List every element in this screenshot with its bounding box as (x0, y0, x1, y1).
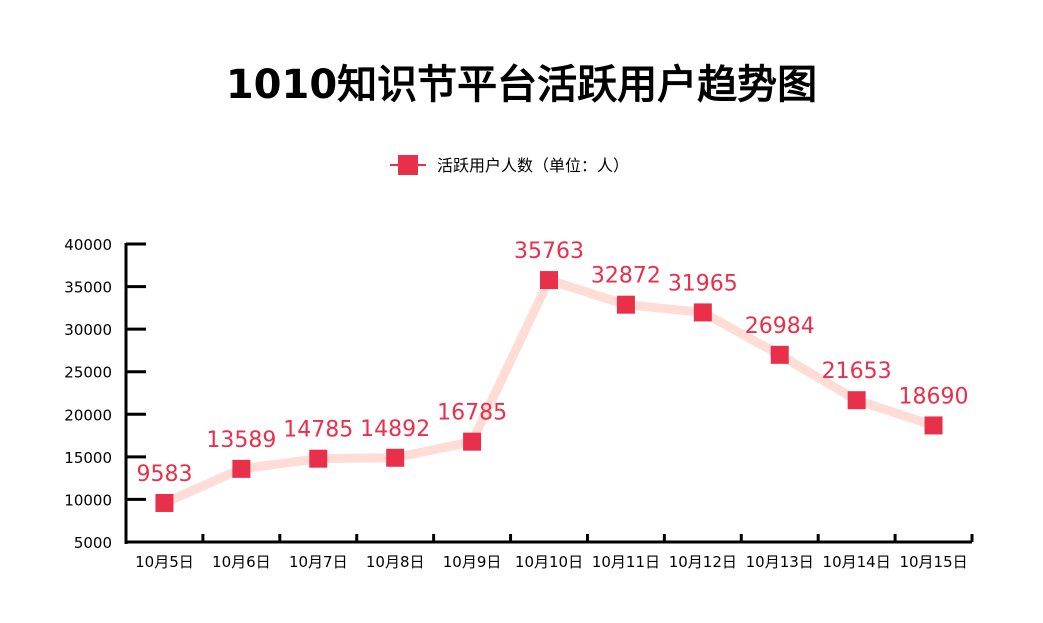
data-point (770, 345, 789, 364)
data-point (232, 459, 251, 478)
x-tick-label: 10月11日 (592, 553, 660, 571)
data-point (924, 416, 943, 435)
data-label: 9583 (136, 462, 192, 487)
y-tick-label: 15000 (64, 449, 112, 467)
y-tick-label: 25000 (64, 364, 112, 382)
x-tick-label: 10月9日 (443, 553, 502, 571)
data-label: 35763 (514, 239, 584, 264)
data-label: 14892 (360, 417, 430, 442)
data-point (693, 303, 712, 322)
legend-label: 活跃用户人数（单位：人） (437, 156, 629, 175)
data-label: 16785 (437, 401, 507, 426)
data-point (463, 432, 482, 451)
data-label: 14785 (283, 418, 353, 443)
data-point (155, 493, 174, 512)
y-tick-label: 35000 (64, 279, 112, 297)
data-point (386, 448, 405, 467)
x-tick-label: 10月13日 (746, 553, 814, 571)
chart-title: 1010知识节平台活跃用户趋势图 (225, 62, 818, 108)
y-tick-label: 10000 (64, 491, 112, 509)
data-label: 13589 (206, 428, 276, 453)
data-point (540, 271, 558, 290)
data-point (616, 295, 635, 314)
data-label: 32872 (591, 264, 661, 289)
data-label: 26984 (745, 314, 815, 339)
y-tick-label: 40000 (64, 236, 112, 254)
x-tick-label: 10月5日 (135, 553, 194, 571)
series-line (162, 275, 935, 508)
data-point (847, 391, 866, 410)
x-tick-label: 10月10日 (515, 553, 583, 571)
y-tick-label: 5000 (74, 534, 112, 552)
y-tick-label: 20000 (64, 406, 112, 424)
x-tick-label: 10月8日 (366, 553, 425, 571)
x-tick-label: 10月14日 (823, 553, 891, 571)
x-tick-label: 10月12日 (669, 553, 737, 571)
y-tick-label: 30000 (64, 321, 112, 339)
x-tick-label: 10月15日 (899, 553, 967, 571)
x-tick-label: 10月7日 (289, 553, 348, 571)
data-label: 21653 (822, 359, 892, 384)
data-point (309, 449, 328, 468)
legend-marker (398, 155, 418, 175)
data-label: 31965 (668, 271, 738, 296)
data-label: 18690 (899, 384, 969, 409)
x-tick-label: 10月6日 (212, 553, 271, 571)
